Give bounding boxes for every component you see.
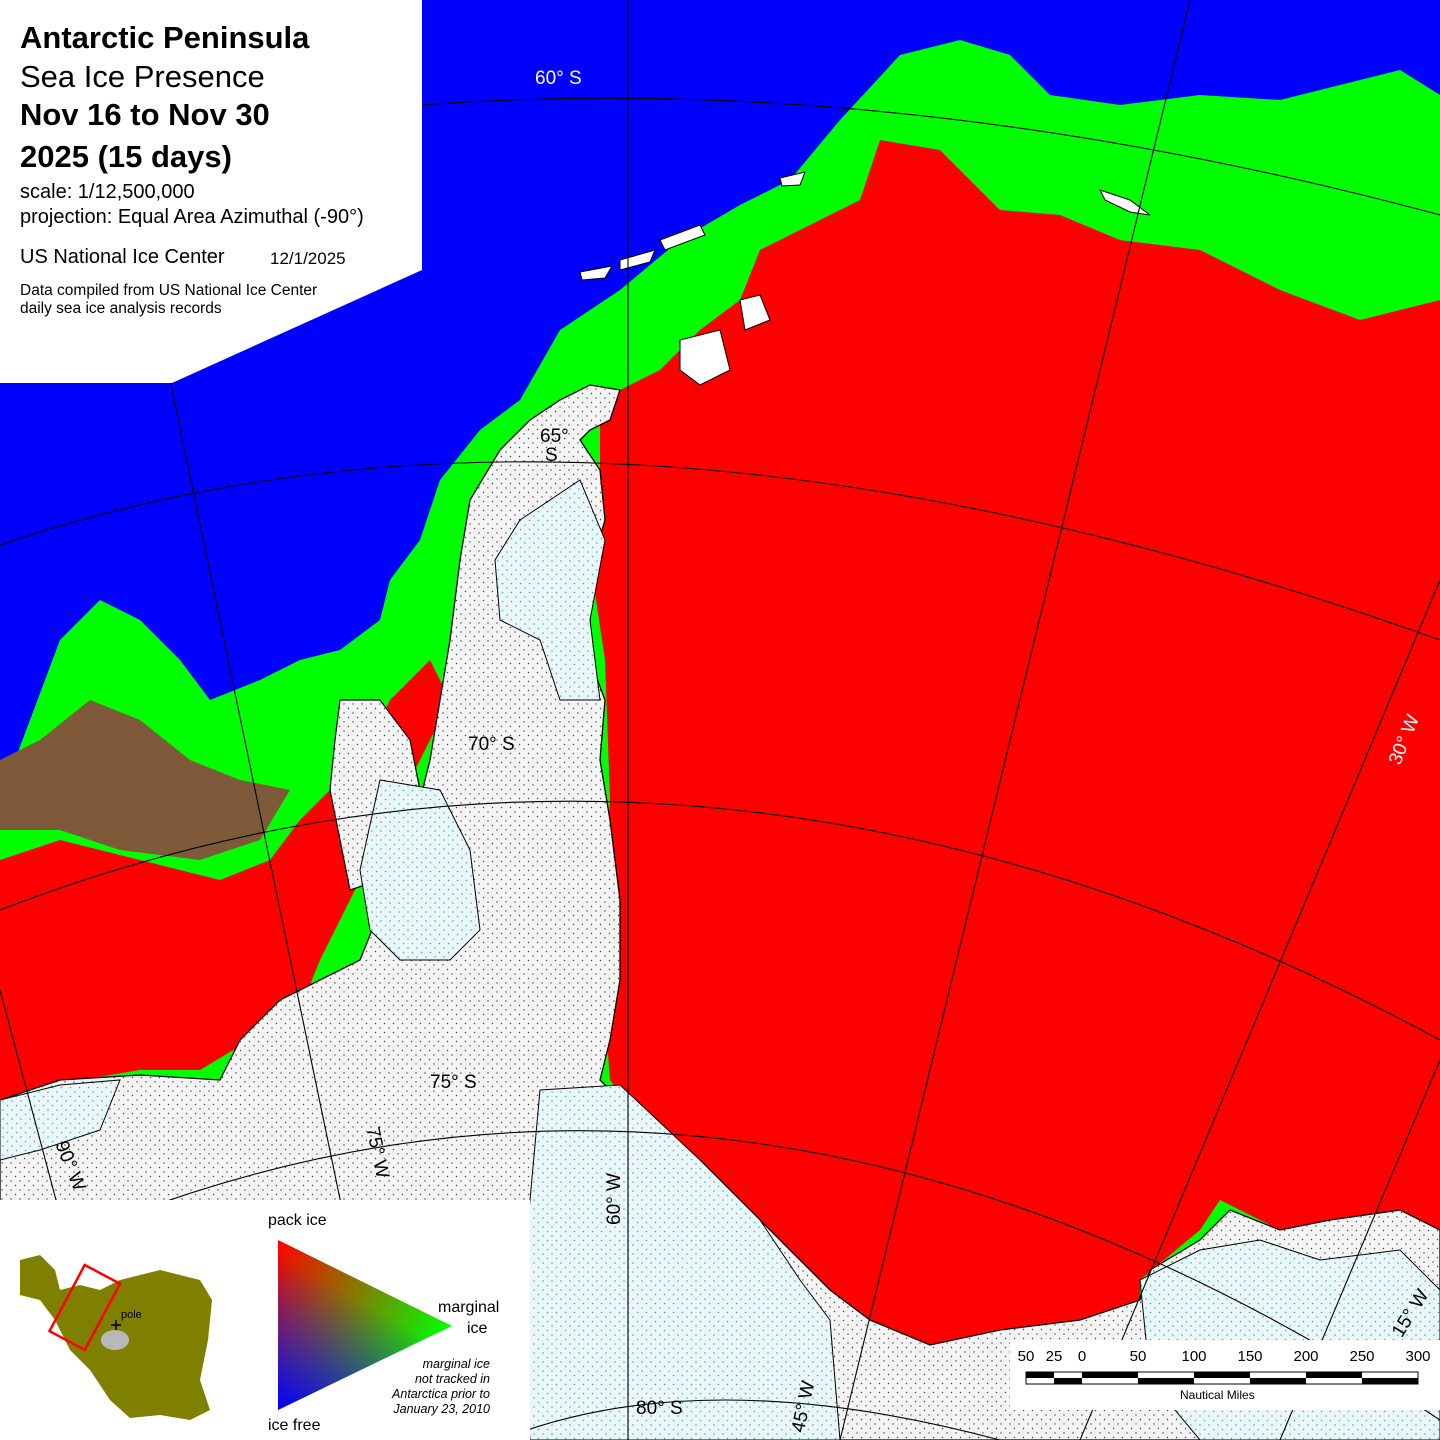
scale-tick-4: 100: [1181, 1348, 1207, 1365]
locator-pole-label: pole: [121, 1309, 142, 1321]
map-scale: scale: 1/12,500,000: [20, 181, 195, 203]
label-70s: 70° S: [468, 734, 515, 755]
legend-note-line1: marginal ice: [422, 1357, 490, 1371]
legend-marginal-ice-line1: marginal: [438, 1299, 500, 1316]
larsen-ice-shelf: [494, 479, 606, 701]
legend-note-line2: not tracked in: [414, 1372, 490, 1386]
legend-note-line4: January 23, 2010: [393, 1402, 490, 1416]
title-box: [0, 0, 422, 383]
legend-note-line3: Antarctica prior to: [392, 1387, 490, 1401]
george-vi-ice-shelf: [359, 779, 481, 961]
pack-ice-zone: [590, 140, 1440, 1345]
agency-name: US National Ice Center: [20, 246, 225, 268]
title-year: 2025 (15 days): [20, 139, 232, 174]
scale-bar: [1010, 1340, 1440, 1410]
pack-ice-west: [0, 660, 450, 1100]
label-65s: 65°: [540, 426, 569, 447]
south-coast-shelf: [0, 1079, 121, 1161]
scale-unit: Nautical Miles: [1180, 1388, 1255, 1402]
mixed-ice-zone: [0, 700, 290, 860]
data-source-line1: Data compiled from US National Ice Cente…: [20, 282, 318, 299]
issue-date: 12/1/2025: [270, 249, 346, 268]
legend-pack-ice: pack ice: [268, 1212, 327, 1229]
title-region: Antarctic Peninsula: [20, 20, 310, 55]
legend-marginal-ice-line2: ice: [467, 1320, 488, 1337]
title-product: Sea Ice Presence: [20, 59, 265, 94]
scale-tick-5: 150: [1237, 1348, 1263, 1365]
label-60s: 60° S: [535, 68, 582, 89]
map-projection: projection: Equal Area Azimuthal (-90°): [20, 206, 364, 228]
scale-tick-8: 300: [1405, 1348, 1431, 1365]
label-60w: 60° W: [604, 1173, 625, 1225]
legend-note: marginal ice not tracked in Antarctica p…: [340, 1357, 490, 1417]
scale-tick-3: 50: [1129, 1348, 1147, 1365]
title-date-range: Nov 16 to Nov 30: [20, 97, 270, 132]
locator-inset: [20, 1255, 212, 1420]
ice-presence-color-triangle: [278, 1240, 452, 1410]
scale-tick-0: 50: [1017, 1348, 1035, 1365]
scale-tick-2: 0: [1077, 1348, 1087, 1365]
data-source-line2: daily sea ice analysis records: [20, 300, 222, 317]
legend-ice-free: ice free: [268, 1417, 321, 1434]
label-65s-hemisphere: S: [545, 445, 558, 466]
label-80s: 80° S: [636, 1398, 683, 1419]
scale-tick-6: 200: [1293, 1348, 1319, 1365]
scale-tick-1: 25: [1045, 1348, 1063, 1365]
scale-tick-7: 250: [1349, 1348, 1375, 1365]
label-75s: 75° S: [430, 1072, 477, 1093]
legend-panel: [0, 1200, 530, 1440]
south-shetland-islands: [579, 171, 1151, 386]
